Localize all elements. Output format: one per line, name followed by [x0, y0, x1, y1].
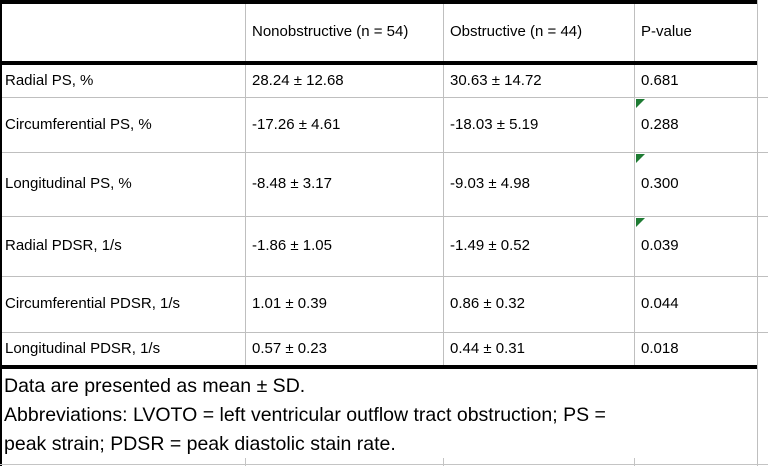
cell-spacer — [758, 217, 768, 276]
cell-radial-pdsr-label[interactable]: Radial PDSR, 1/s — [0, 217, 246, 276]
row-label: Longitudinal PDSR, 1/s — [5, 339, 161, 357]
cell-longitudinal-pdsr-nonobstructive[interactable]: 0.57 ± 0.23 — [246, 333, 444, 365]
bottom-row-gridline — [0, 464, 768, 465]
cell-value: -1.49 ± 0.52 — [450, 237, 530, 255]
cell-value: 30.63 ± 14.72 — [450, 71, 542, 89]
cell-circumferential-pdsr-obstructive[interactable]: 0.86 ± 0.32 — [444, 277, 635, 332]
cell-radial-ps-obstructive[interactable]: 30.63 ± 14.72 — [444, 65, 635, 97]
cell-radial-ps-label[interactable]: Radial PS, % — [0, 65, 246, 97]
footnote-line: peak strain; PDSR = peak diastolic stain… — [4, 433, 396, 455]
cell-value: 1.01 ± 0.39 — [252, 295, 327, 313]
bottom-gridline-stub — [443, 458, 444, 466]
row-label: Longitudinal PS, % — [5, 175, 132, 193]
row-label: Radial PS, % — [5, 71, 94, 89]
cell-spacer — [758, 65, 768, 97]
cell-value: -18.03 ± 5.19 — [450, 115, 539, 133]
table-header-row: Nonobstructive (n = 54) Obstructive (n =… — [0, 4, 768, 61]
table-row: Circumferential PS, % -17.26 ± 4.61 -18.… — [0, 98, 768, 153]
cell-circumferential-ps-nonobstructive[interactable]: -17.26 ± 4.61 — [246, 98, 444, 152]
header-obstructive-label: Obstructive (n = 44) — [450, 23, 583, 41]
cell-spacer — [758, 98, 768, 152]
cell-value: 0.57 ± 0.23 — [252, 339, 327, 357]
header-nonobstructive-label: Nonobstructive (n = 54) — [252, 23, 409, 41]
bottom-gridline-stub — [245, 458, 246, 466]
right-column-gridline — [757, 0, 758, 466]
table-row: Circumferential PDSR, 1/s 1.01 ± 0.39 0.… — [0, 277, 768, 333]
cell-value: 28.24 ± 12.68 — [252, 71, 344, 89]
cell-flag-triangle-icon — [636, 218, 645, 227]
table-row: Radial PS, % 28.24 ± 12.68 30.63 ± 14.72… — [0, 65, 768, 98]
header-cell-empty[interactable] — [0, 4, 246, 61]
cell-spacer — [758, 153, 768, 216]
header-cell-pvalue[interactable]: P-value — [635, 4, 758, 61]
cell-value: 0.288 — [641, 115, 679, 133]
cell-spacer — [758, 277, 768, 332]
row-label: Circumferential PDSR, 1/s — [5, 295, 181, 313]
cell-value: 0.86 ± 0.32 — [450, 295, 525, 313]
cell-value: 0.300 — [641, 175, 679, 193]
header-cell-obstructive[interactable]: Obstructive (n = 44) — [444, 4, 635, 61]
cell-circumferential-ps-label[interactable]: Circumferential PS, % — [0, 98, 246, 152]
cell-radial-pdsr-obstructive[interactable]: -1.49 ± 0.52 — [444, 217, 635, 276]
cell-radial-ps-pvalue[interactable]: 0.681 — [635, 65, 758, 97]
cell-longitudinal-pdsr-label[interactable]: Longitudinal PDSR, 1/s — [0, 333, 246, 365]
table-bottom-border — [0, 365, 758, 369]
cell-spacer — [758, 333, 768, 365]
cell-value: 0.44 ± 0.31 — [450, 339, 525, 357]
table-row: Longitudinal PS, % -8.48 ± 3.17 -9.03 ± … — [0, 153, 768, 217]
cell-circumferential-ps-obstructive[interactable]: -18.03 ± 5.19 — [444, 98, 635, 152]
cell-circumferential-ps-pvalue[interactable]: 0.288 — [635, 98, 758, 152]
cell-value: 0.018 — [641, 339, 679, 357]
row-label: Radial PDSR, 1/s — [5, 237, 122, 255]
row-label: Circumferential PS, % — [5, 115, 152, 133]
bottom-gridline-stub — [634, 458, 635, 466]
cell-radial-pdsr-pvalue[interactable]: 0.039 — [635, 217, 758, 276]
cell-longitudinal-pdsr-pvalue[interactable]: 0.018 — [635, 333, 758, 365]
footnote-line: Abbreviations: LVOTO = left ventricular … — [4, 404, 606, 426]
table-left-border — [0, 0, 2, 466]
header-pvalue-label: P-value — [641, 23, 692, 41]
header-bottom-border — [0, 61, 758, 65]
cell-longitudinal-ps-nonobstructive[interactable]: -8.48 ± 3.17 — [246, 153, 444, 216]
cell-longitudinal-ps-pvalue[interactable]: 0.300 — [635, 153, 758, 216]
table-row: Longitudinal PDSR, 1/s 0.57 ± 0.23 0.44 … — [0, 333, 768, 365]
table-row: Radial PDSR, 1/s -1.86 ± 1.05 -1.49 ± 0.… — [0, 217, 768, 277]
cell-radial-pdsr-nonobstructive[interactable]: -1.86 ± 1.05 — [246, 217, 444, 276]
cell-value: -17.26 ± 4.61 — [252, 115, 341, 133]
cell-value: -9.03 ± 4.98 — [450, 175, 530, 193]
cell-circumferential-pdsr-label[interactable]: Circumferential PDSR, 1/s — [0, 277, 246, 332]
footnote-line: Data are presented as mean ± SD. — [4, 375, 306, 397]
cell-circumferential-pdsr-nonobstructive[interactable]: 1.01 ± 0.39 — [246, 277, 444, 332]
cell-longitudinal-ps-label[interactable]: Longitudinal PS, % — [0, 153, 246, 216]
cell-longitudinal-ps-obstructive[interactable]: -9.03 ± 4.98 — [444, 153, 635, 216]
cell-value: 0.044 — [641, 295, 679, 313]
cell-longitudinal-pdsr-obstructive[interactable]: 0.44 ± 0.31 — [444, 333, 635, 365]
table-top-border — [0, 0, 758, 4]
cell-flag-triangle-icon — [636, 99, 645, 108]
cell-flag-triangle-icon — [636, 154, 645, 163]
cell-value: 0.681 — [641, 71, 679, 89]
cell-value: -1.86 ± 1.05 — [252, 237, 332, 255]
header-cell-spacer — [758, 4, 768, 61]
header-cell-nonobstructive[interactable]: Nonobstructive (n = 54) — [246, 4, 444, 61]
cell-radial-ps-nonobstructive[interactable]: 28.24 ± 12.68 — [246, 65, 444, 97]
cell-circumferential-pdsr-pvalue[interactable]: 0.044 — [635, 277, 758, 332]
cell-value: 0.039 — [641, 237, 679, 255]
table-footnotes: Data are presented as mean ± SD. Abbrevi… — [0, 369, 768, 459]
cell-value: -8.48 ± 3.17 — [252, 175, 332, 193]
